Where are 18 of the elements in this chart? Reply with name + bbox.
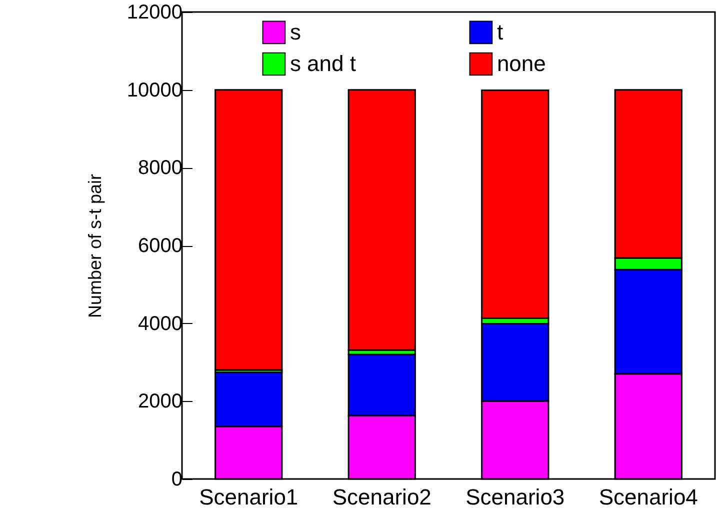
x-tick-label: Scenario1: [199, 484, 298, 510]
x-tick-label: Scenario4: [598, 484, 698, 510]
y-axis-title: Number of s-t pair: [84, 174, 105, 318]
x-tick-label: Scenario2: [332, 484, 432, 510]
y-tick-label: 12000: [126, 2, 182, 24]
y-tick-label: 4000: [138, 312, 182, 335]
y-tick-label: 2000: [138, 390, 182, 413]
legend-label: none: [496, 51, 546, 76]
bar: [214, 89, 283, 371]
y-tick-label: 10000: [126, 79, 182, 102]
legend-label: s and t: [290, 51, 356, 76]
x-tick-label: Scenario3: [466, 484, 565, 510]
legend-label: t: [496, 19, 504, 44]
y-tick-label: 0: [171, 468, 182, 490]
legend-label: s: [290, 19, 301, 44]
y-tick-label: 8000: [138, 157, 182, 180]
y-tick-label: 6000: [138, 235, 182, 257]
bar: [348, 89, 416, 351]
